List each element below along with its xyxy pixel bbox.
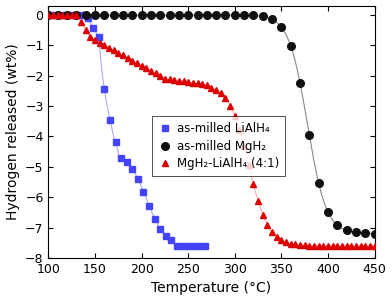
- as-milled LiAlH₄: [57, 13, 62, 17]
- as-milled LiAlH₄: [107, 118, 112, 122]
- as-milled LiAlH₄: [191, 244, 196, 248]
- X-axis label: Temperature (°C): Temperature (°C): [151, 281, 272, 296]
- as-milled LiAlH₄: [130, 167, 135, 171]
- as-milled LiAlH₄: [74, 13, 79, 17]
- as-milled LiAlH₄: [158, 227, 163, 231]
- as-milled MgH₂: [102, 14, 107, 17]
- as-milled MgH₂: [344, 229, 349, 232]
- as-milled LiAlH₄: [136, 177, 140, 181]
- as-milled MgH₂: [83, 14, 88, 17]
- as-milled MgH₂: [372, 232, 377, 235]
- as-milled MgH₂: [289, 44, 293, 48]
- as-milled MgH₂: [186, 14, 191, 17]
- as-milled MgH₂: [251, 14, 256, 17]
- as-milled LiAlH₄: [85, 16, 90, 20]
- as-milled MgH₂: [260, 15, 265, 18]
- as-milled MgH₂: [167, 14, 172, 17]
- as-milled MgH₂: [93, 14, 97, 17]
- as-milled MgH₂: [139, 14, 144, 17]
- as-milled MgH₂: [279, 25, 284, 29]
- MgH₂-LiAlH₄ (4:1): [358, 244, 363, 248]
- as-milled MgH₂: [130, 14, 135, 17]
- as-milled LiAlH₄: [186, 244, 191, 248]
- as-milled LiAlH₄: [119, 156, 123, 159]
- as-milled MgH₂: [149, 14, 153, 17]
- Y-axis label: Hydrogen released (wt%): Hydrogen released (wt%): [5, 43, 20, 220]
- as-milled MgH₂: [242, 14, 247, 17]
- as-milled LiAlH₄: [175, 244, 180, 248]
- as-milled MgH₂: [316, 181, 321, 185]
- as-milled LiAlH₄: [80, 13, 84, 17]
- as-milled MgH₂: [326, 210, 330, 214]
- as-milled MgH₂: [363, 231, 368, 235]
- as-milled LiAlH₄: [169, 238, 174, 242]
- Line: as-milled LiAlH₄: as-milled LiAlH₄: [46, 12, 208, 249]
- as-milled LiAlH₄: [69, 13, 73, 17]
- as-milled LiAlH₄: [147, 204, 151, 207]
- Line: MgH₂-LiAlH₄ (4:1): MgH₂-LiAlH₄ (4:1): [46, 12, 377, 249]
- as-milled MgH₂: [55, 14, 60, 17]
- as-milled MgH₂: [158, 14, 163, 17]
- as-milled MgH₂: [307, 133, 312, 137]
- as-milled LiAlH₄: [197, 244, 202, 248]
- as-milled MgH₂: [205, 14, 209, 17]
- MgH₂-LiAlH₄ (4:1): [372, 244, 377, 248]
- as-milled LiAlH₄: [203, 244, 207, 248]
- as-milled LiAlH₄: [163, 234, 168, 237]
- as-milled LiAlH₄: [63, 13, 67, 17]
- MgH₂-LiAlH₄ (4:1): [55, 13, 60, 17]
- Legend: as-milled LiAlH₄, as-milled MgH₂, MgH₂-LiAlH₄ (4:1): as-milled LiAlH₄, as-milled MgH₂, MgH₂-L…: [152, 116, 285, 176]
- as-milled LiAlH₄: [124, 160, 129, 164]
- as-milled LiAlH₄: [52, 13, 56, 17]
- MgH₂-LiAlH₄ (4:1): [242, 145, 247, 148]
- as-milled MgH₂: [176, 14, 181, 17]
- MgH₂-LiAlH₄ (4:1): [46, 13, 51, 17]
- as-milled LiAlH₄: [180, 244, 185, 248]
- as-milled MgH₂: [195, 14, 200, 17]
- as-milled MgH₂: [121, 14, 125, 17]
- as-milled LiAlH₄: [102, 88, 107, 91]
- as-milled LiAlH₄: [91, 26, 96, 29]
- MgH₂-LiAlH₄ (4:1): [321, 244, 326, 248]
- as-milled MgH₂: [298, 81, 302, 84]
- as-milled MgH₂: [270, 18, 274, 21]
- as-milled LiAlH₄: [141, 190, 146, 194]
- as-milled MgH₂: [232, 14, 237, 17]
- as-milled MgH₂: [223, 14, 228, 17]
- MgH₂-LiAlH₄ (4:1): [293, 243, 298, 246]
- as-milled MgH₂: [46, 14, 51, 17]
- as-milled MgH₂: [74, 14, 79, 17]
- as-milled MgH₂: [65, 14, 69, 17]
- as-milled MgH₂: [111, 14, 116, 17]
- MgH₂-LiAlH₄ (4:1): [205, 83, 209, 86]
- as-milled LiAlH₄: [152, 217, 157, 220]
- as-milled LiAlH₄: [113, 141, 118, 144]
- as-milled MgH₂: [214, 14, 218, 17]
- as-milled MgH₂: [354, 231, 358, 234]
- as-milled LiAlH₄: [46, 13, 51, 17]
- Line: as-milled MgH₂: as-milled MgH₂: [45, 11, 378, 237]
- MgH₂-LiAlH₄ (4:1): [139, 64, 144, 67]
- as-milled LiAlH₄: [96, 36, 101, 39]
- as-milled MgH₂: [335, 223, 339, 227]
